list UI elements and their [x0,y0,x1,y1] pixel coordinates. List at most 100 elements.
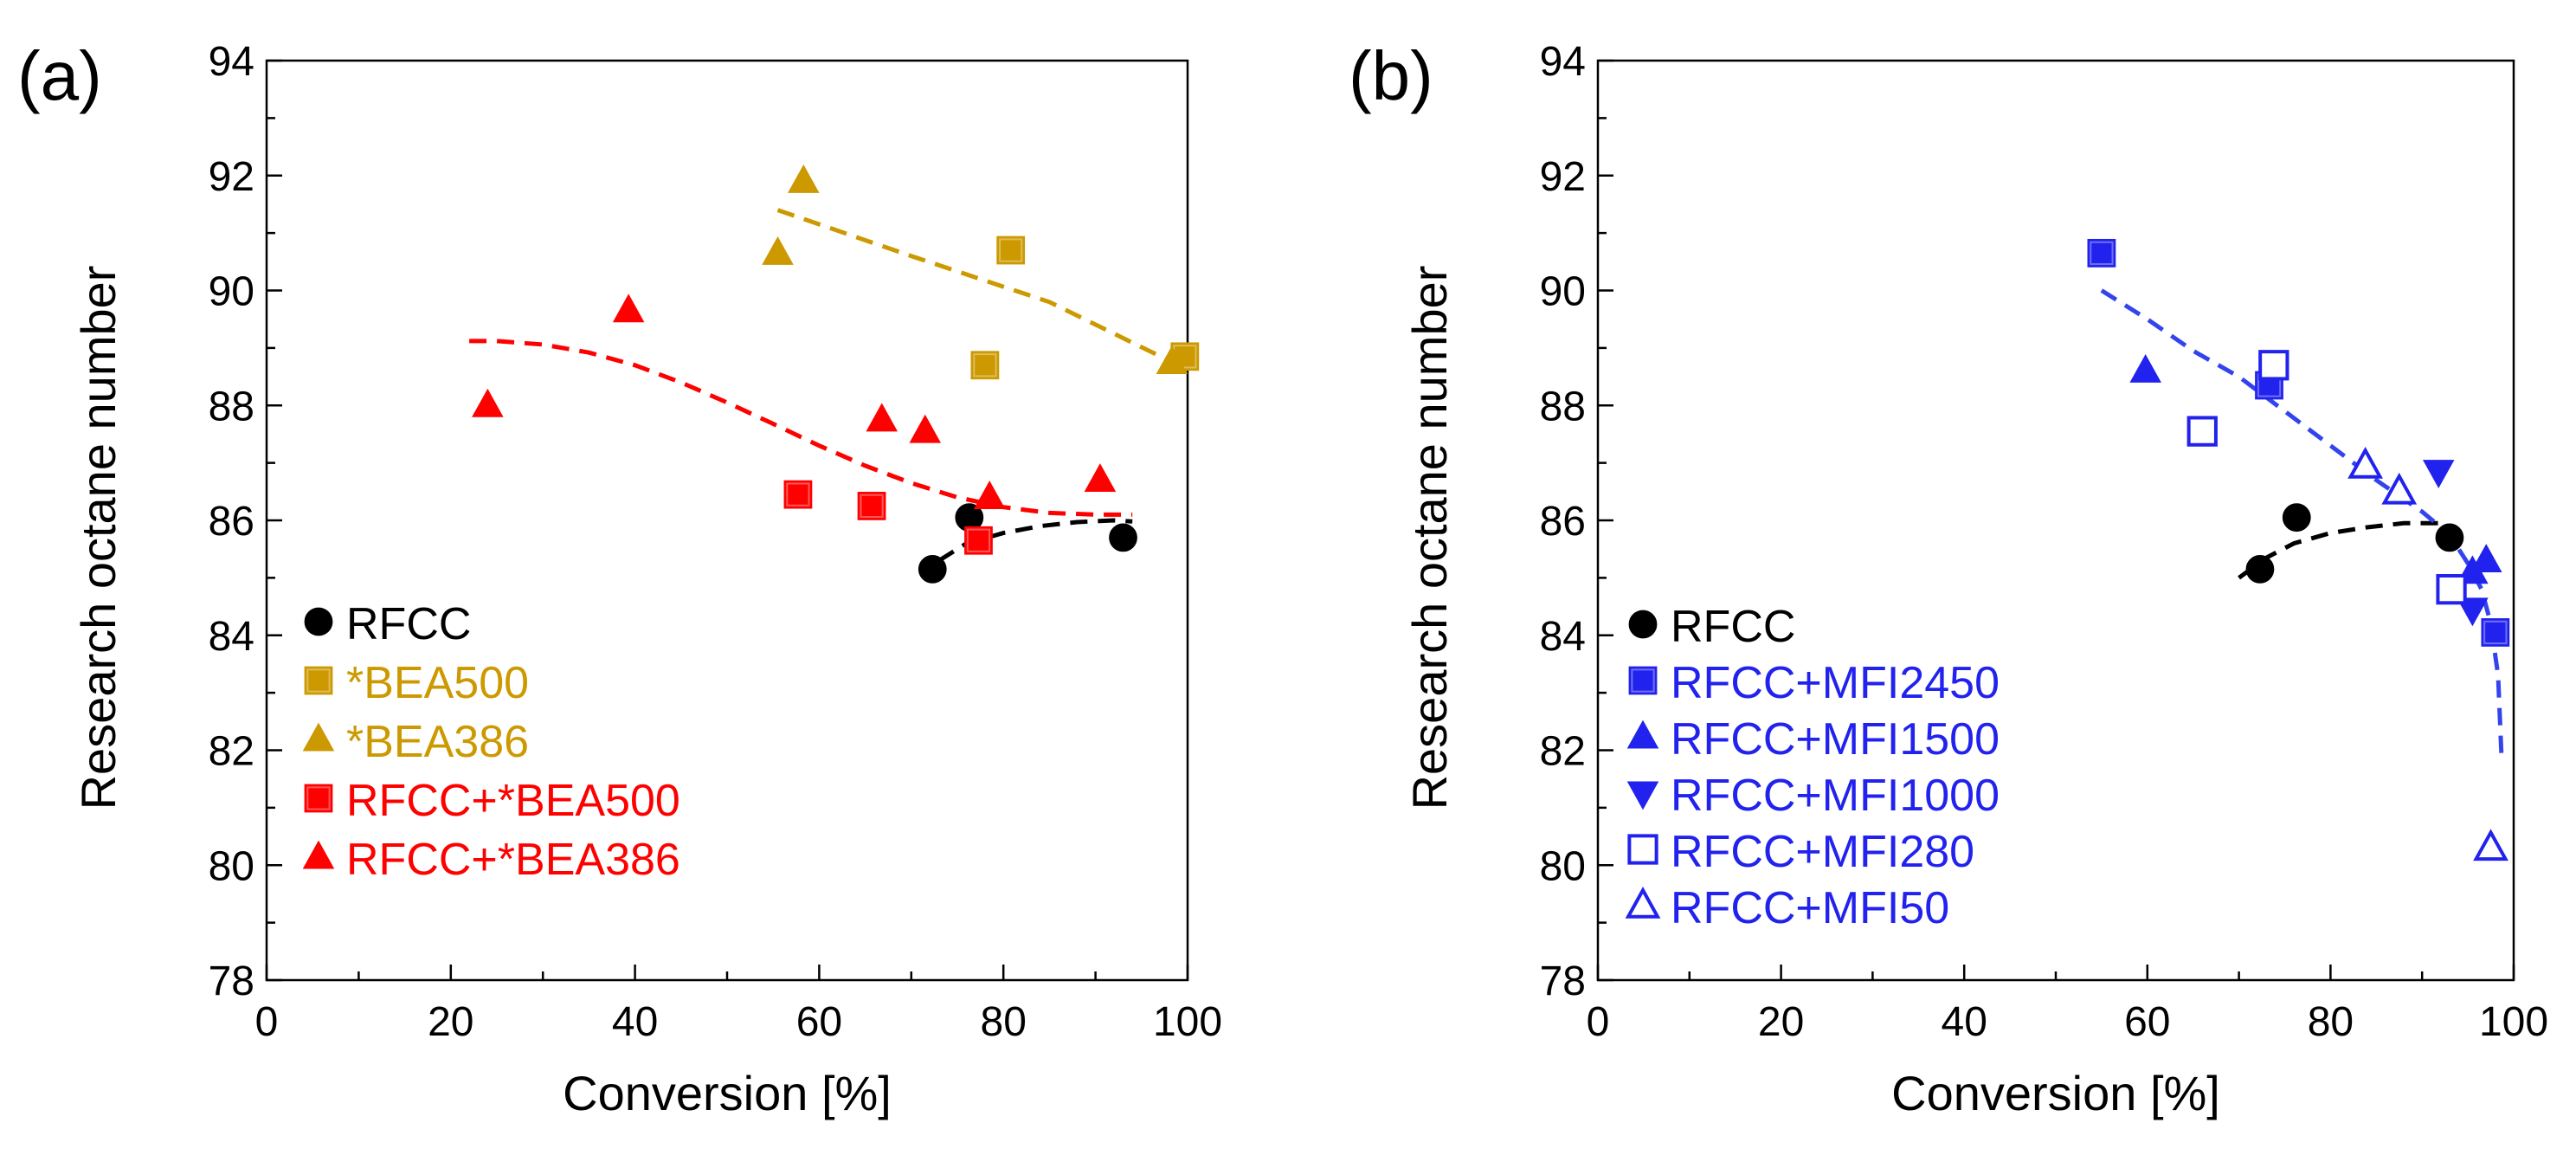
x-tick-label: 40 [612,999,658,1045]
x-tick-label: 40 [1942,999,1987,1045]
point-rfcc-mfi2450 [2481,618,2510,647]
trendline-bea-fit [776,208,1180,368]
legend-marker-rfcc-mfi1500 [1626,720,1659,749]
point-rfcc-bea500-highlight [786,482,810,507]
x-tick-label: 60 [2124,999,2170,1045]
point-rfcc-bea386 [973,481,1006,509]
y-axis-title: Research octane number [71,266,126,810]
legend-label-rfcc-mfi1500: RFCC+MFI1500 [1671,714,2000,765]
legend-marker-rfcc-mfi2450 [1628,666,1658,695]
point-rfcc-bea500 [783,480,813,509]
point-rfcc-mfi280 [2258,350,2289,381]
panel-label: (b) [1349,37,1433,114]
point-rfcc [2245,555,2275,584]
point-bea500-highlight [999,238,1023,262]
y-tick-label: 88 [1540,384,1586,429]
point-rfcc-bea500 [857,492,886,520]
point-bea500 [970,351,1000,380]
point-rfcc-mfi2450-highlight [2090,241,2114,265]
legend-marker-rfcc-mfi280 [1627,834,1658,865]
legend-label-rfcc: RFCC [346,599,471,649]
point-rfcc-mfi50 [2473,829,2508,861]
legend-marker-bea500 [304,666,333,695]
legend-marker-rfcc [304,607,333,636]
y-tick-label: 84 [1540,614,1586,660]
point-rfcc-bea386 [612,294,645,323]
legend-label-rfcc-mfi280: RFCC+MFI280 [1671,827,1974,877]
legend-label-bea500: *BEA500 [346,658,529,708]
point-rfcc-mfi1000 [2457,597,2489,627]
point-rfcc-mfi280 [2186,416,2218,447]
legend-label-rfcc-bea500: RFCC+*BEA500 [346,776,680,826]
point-bea386 [1156,345,1188,374]
panel-b: (b) 0 20 40 60 80 100 78 80 82 84 86 88 90 92 94 Convers… [1349,37,2548,1120]
legend-label-rfcc-mfi2450: RFCC+MFI2450 [1671,658,2000,708]
x-tick-label: 20 [428,999,473,1045]
point-rfcc-bea386 [909,414,942,443]
point-rfcc-mfi1000 [2422,460,2455,488]
point-rfcc [2435,523,2464,552]
point-rfcc-bea386 [866,403,898,432]
y-tick-label: 80 [1540,843,1586,889]
legend-marker-bea386 [302,722,335,752]
x-tick-label: 20 [1758,999,1804,1045]
point-rfcc-bea500-highlight [966,528,991,552]
x-tick-label: 80 [981,999,1027,1045]
y-tick-label: 88 [209,384,254,429]
point-rfcc-bea386 [472,388,504,417]
y-tick-label: 78 [209,958,254,1004]
y-tick-label: 86 [1540,499,1586,545]
point-rfcc-mfi280 [2436,574,2467,605]
x-axis-title: Conversion [%] [563,1066,892,1120]
point-rfcc-mfi2450 [2087,238,2116,268]
x-tick-label: 0 [1587,999,1610,1045]
point-rfcc-mfi50 [2347,446,2383,479]
legend-marker-rfcc [1628,610,1658,639]
y-tick-label: 94 [209,39,254,85]
point-rfcc-mfi1500 [2129,354,2161,383]
x-axis-title: Conversion [%] [1891,1066,2220,1120]
y-tick-label: 90 [1540,269,1586,315]
y-tick-label: 94 [1540,39,1586,85]
point-rfcc-bea500 [964,526,993,555]
trendline-rfcc-bea-fit [469,339,1133,517]
point-rfcc-mfi1500 [2470,544,2502,572]
legend-marker-rfcc-bea386 [302,840,335,869]
y-tick-label: 82 [1540,729,1586,775]
legend-label-rfcc-mfi50: RFCC+MFI50 [1671,883,1949,933]
legend-marker-rfcc-mfi1000 [1626,781,1659,810]
x-tick-label: 0 [255,999,279,1045]
legend-marker-rfcc-bea500 [304,784,333,813]
panel-label: (a) [17,37,102,114]
legend-marker-rfcc-mfi2450-highlight [1631,668,1655,693]
legend-label-bea386: *BEA386 [346,717,529,767]
y-tick-label: 92 [209,154,254,200]
point-rfcc [918,555,947,584]
legend-label-rfcc: RFCC [1671,602,1795,652]
point-rfcc-mfi50 [2381,472,2418,505]
x-tick-label: 80 [2308,999,2354,1045]
legend-marker-bea500-highlight [306,668,331,693]
x-tick-label: 100 [2479,999,2548,1045]
legend-label-rfcc-mfi1000: RFCC+MFI1000 [1671,771,2000,821]
y-tick-label: 90 [209,269,254,315]
point-bea500-highlight [973,353,997,378]
panel-a: (a) 0 20 40 60 80 100 78 80 82 84 86 88 90 92 94 Convers… [17,37,1222,1120]
point-bea500 [996,236,1026,265]
y-tick-label: 84 [209,614,254,660]
point-rfcc-mfi2450-highlight [2483,620,2508,645]
y-tick-label: 92 [1540,154,1586,200]
y-axis-title: Research octane number [1402,266,1457,810]
x-tick-label: 60 [796,999,842,1045]
legend-marker-rfcc-bea500-highlight [306,786,331,810]
point-rfcc-bea500-highlight [860,494,884,519]
y-tick-label: 86 [209,499,254,545]
y-tick-label: 82 [209,729,254,775]
point-bea386 [788,164,820,193]
legend-marker-rfcc-mfi50 [1625,887,1661,919]
point-rfcc [1109,523,1137,552]
point-bea386 [762,236,794,265]
point-rfcc [2282,503,2311,532]
y-tick-label: 78 [1540,958,1586,1004]
